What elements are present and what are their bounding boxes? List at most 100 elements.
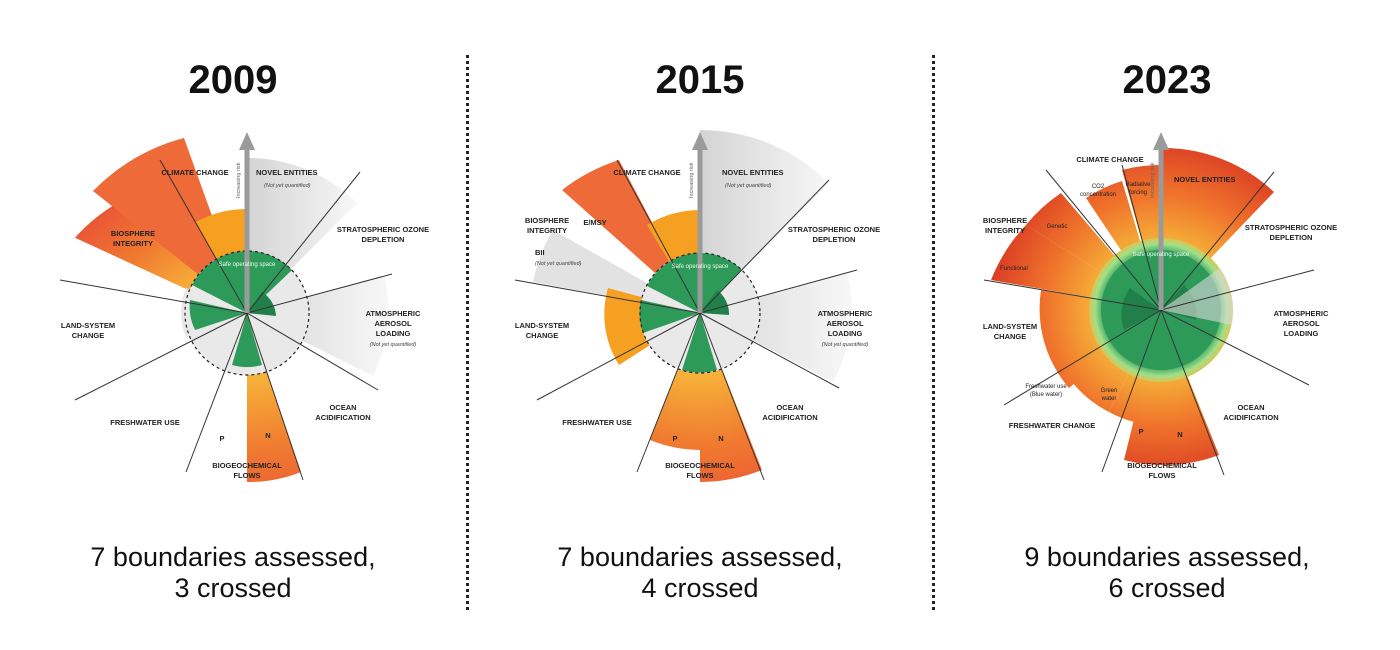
label-land-2: CHANGE <box>72 331 105 340</box>
spokes <box>59 159 393 481</box>
label-safe: Safe operating space <box>672 264 729 270</box>
label-biogeo-1: BIOGEOCHEMICAL <box>1127 461 1197 470</box>
label-aerosol-2: AEROSOL <box>374 319 412 328</box>
label-biogeo-1: BIOGEOCHEMICAL <box>665 461 735 470</box>
label-co2-1: CO2 <box>1092 184 1105 190</box>
label-aerosol-1: ATMOSPHERIC <box>1274 309 1329 318</box>
label-aerosol-2: AEROSOL <box>826 319 864 328</box>
label-fresh: FRESHWATER USE <box>110 418 179 427</box>
summary-line-1: 9 boundaries assessed, <box>1024 542 1310 572</box>
boundaries-diagram-2015: CLIMATE CHANGE NOVEL ENTITIES STRATOSPHE… <box>514 129 880 482</box>
summary: 7 boundaries assessed, 3 crossed <box>0 542 466 604</box>
label-climate: CLIMATE CHANGE <box>161 168 228 177</box>
label-biogeo-2: FLOWS <box>1148 471 1175 480</box>
panel-2009: 2009 <box>0 0 466 650</box>
safe-green-4 <box>232 313 262 368</box>
label-functional: Functional <box>1000 266 1028 272</box>
label-risk: Increasing risk <box>236 162 242 198</box>
label-land-1: LAND-SYSTEM <box>983 322 1037 331</box>
aerosol-wedge <box>247 276 389 376</box>
label-aerosol-note: (Not yet quantified) <box>822 342 869 348</box>
summary-line-1: 7 boundaries assessed, <box>90 542 376 572</box>
summary: 9 boundaries assessed, 6 crossed <box>934 542 1400 604</box>
label-climate: CLIMATE CHANGE <box>1076 155 1143 164</box>
label-bio-1: BIOSPHERE <box>983 216 1027 225</box>
label-bii-note: (Not yet quantified) <box>535 261 582 267</box>
label-aerosol-3: LOADING <box>376 329 411 338</box>
summary-line-2: 6 crossed <box>1108 573 1226 603</box>
divider-2 <box>932 55 935 610</box>
label-ocean-2: ACIDIFICATION <box>1223 413 1278 422</box>
label-risk: Increasing risk <box>689 162 695 198</box>
label-ocean-1: OCEAN <box>1237 403 1264 412</box>
label-biogeo-2: FLOWS <box>233 471 260 480</box>
label-aerosol-3: LOADING <box>828 329 863 338</box>
label-ozone-1: STRATOSPHERIC OZONE <box>788 225 880 234</box>
label-aerosol-1: ATMOSPHERIC <box>818 309 873 318</box>
risk-arrowhead <box>1153 132 1169 150</box>
label-ocean-1: OCEAN <box>776 403 803 412</box>
label-emsy: E/MSY <box>583 218 606 227</box>
safe-green-5 <box>639 300 700 333</box>
aerosol-wedge <box>700 272 852 382</box>
safe-green-5 <box>189 300 247 330</box>
panel-2015: 2015 <box>467 0 933 650</box>
year-title: 2009 <box>188 58 278 102</box>
label-p: P <box>219 434 224 443</box>
label-aerosol-2: AEROSOL <box>1282 319 1320 328</box>
label-biogeo-1: BIOGEOCHEMICAL <box>212 461 282 470</box>
safe-green-1 <box>192 251 247 313</box>
label-blue-2: (Blue water) <box>1030 392 1062 398</box>
label-ozone-2: DEPLETION <box>362 235 405 244</box>
label-bio-1: BIOSPHERE <box>111 229 155 238</box>
safe-grey-wedge <box>1161 268 1234 325</box>
label-ocean-2: ACIDIFICATION <box>315 413 370 422</box>
label-n: N <box>265 431 270 440</box>
label-aerosol-3: LOADING <box>1284 329 1319 338</box>
label-novel: NOVEL ENTITIES <box>1174 175 1236 184</box>
safe-green-4 <box>682 313 717 373</box>
label-aerosol-note: (Not yet quantified) <box>370 342 417 348</box>
summary-line-1: 7 boundaries assessed, <box>557 542 843 572</box>
label-safe: Safe operating space <box>219 262 276 268</box>
label-ocean-1: OCEAN <box>329 403 356 412</box>
safe-green-3 <box>700 290 730 315</box>
label-p: P <box>672 434 677 443</box>
safe-green-dark-2 <box>1121 288 1161 330</box>
label-novel: NOVEL ENTITIES <box>722 168 784 177</box>
divider-1 <box>466 55 469 610</box>
label-land-2: CHANGE <box>526 331 559 340</box>
label-co2-2: concentration <box>1080 192 1116 198</box>
safe-green-1 <box>647 253 700 313</box>
summary-line-2: 3 crossed <box>174 573 292 603</box>
label-n: N <box>718 434 723 443</box>
label-land-1: LAND-SYSTEM <box>515 321 569 330</box>
label-land-1: LAND-SYSTEM <box>61 321 115 330</box>
label-ozone-2: DEPLETION <box>813 235 856 244</box>
boundaries-diagram-2023: CLIMATE CHANGE NOVEL ENTITIES STRATOSPHE… <box>983 132 1337 480</box>
label-safe: Safe operating space <box>1133 252 1190 258</box>
label-climate: CLIMATE CHANGE <box>613 168 680 177</box>
spokes <box>983 164 1315 476</box>
label-aerosol-1: ATMOSPHERIC <box>366 309 421 318</box>
safe-green-3 <box>247 292 276 316</box>
risk-arrowhead <box>239 132 255 150</box>
spokes <box>514 159 858 481</box>
label-radiative-1: Radiative <box>1125 182 1151 188</box>
label-genetic: Genetic <box>1047 224 1068 230</box>
label-novel-note: (Not yet quantified) <box>725 183 772 189</box>
summary: 7 boundaries assessed, 4 crossed <box>467 542 933 604</box>
boundaries-diagram-2009: CLIMATE CHANGE NOVEL ENTITIES STRATOSPHE… <box>59 132 429 483</box>
label-novel-note: (Not yet quantified) <box>264 183 311 189</box>
label-land-2: CHANGE <box>994 332 1027 341</box>
label-fresh: FRESHWATER CHANGE <box>1009 421 1096 430</box>
label-ozone-2: DEPLETION <box>1270 233 1313 242</box>
label-novel: NOVEL ENTITIES <box>256 168 318 177</box>
label-bio-2: INTEGRITY <box>113 239 153 248</box>
label-green-1: Green <box>1101 388 1118 394</box>
safe-boundary-ring <box>184 250 310 376</box>
label-blue-1: Freshwater use <box>1025 384 1067 390</box>
safe-green-2 <box>700 252 742 313</box>
label-ocean-2: ACIDIFICATION <box>762 413 817 422</box>
summary-line-2: 4 crossed <box>641 573 759 603</box>
